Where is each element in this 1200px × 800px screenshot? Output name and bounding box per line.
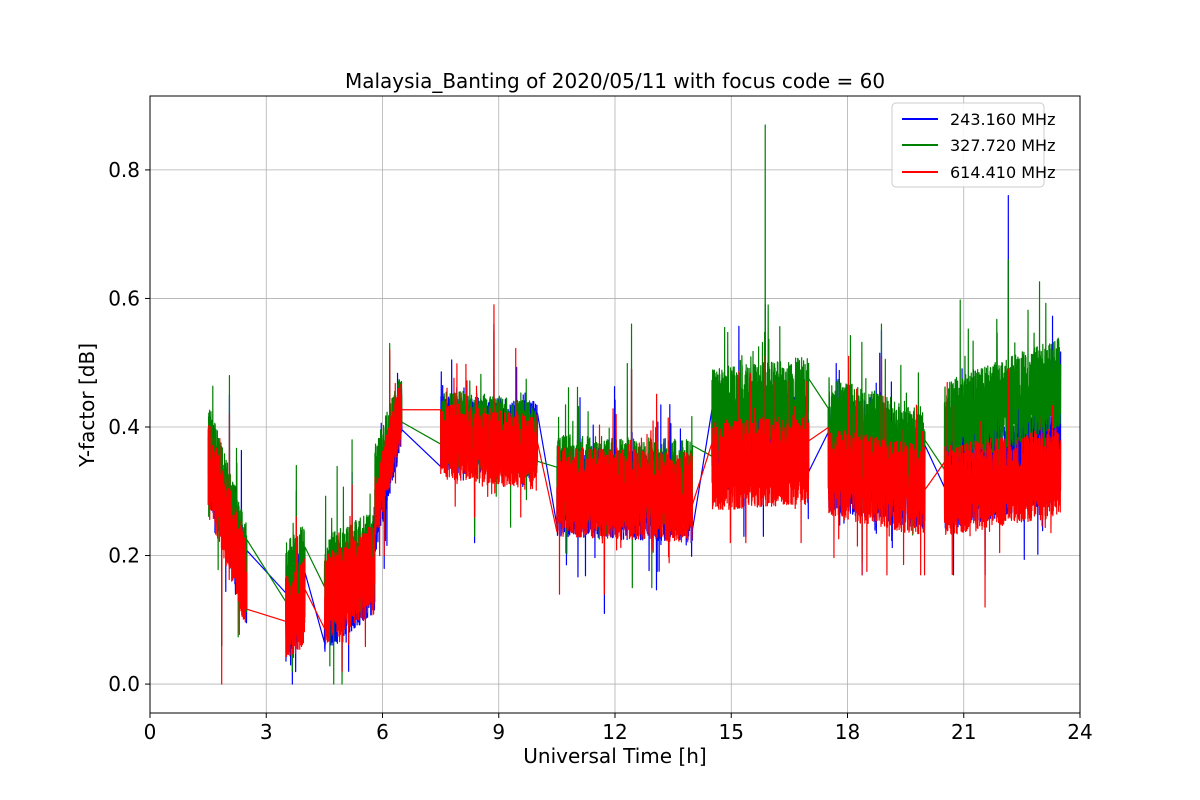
- y-tick-label: 0.8: [108, 158, 140, 182]
- x-tick-label: 9: [492, 720, 505, 744]
- axis-ticks: 0 3 6 9 12 15 18 21 24 0.0 0.2 0.4 0.6 0.8: [108, 158, 1093, 744]
- y-axis-label: Y-factor [dB]: [75, 343, 99, 468]
- x-tick-label: 24: [1067, 720, 1092, 744]
- x-tick-label: 18: [835, 720, 860, 744]
- legend-box: [891, 102, 1045, 188]
- legend-label-243: 243.160 MHz: [950, 110, 1055, 129]
- y-tick-label: 0.4: [108, 415, 140, 439]
- x-tick-label: 6: [376, 720, 389, 744]
- x-tick-label: 0: [144, 720, 157, 744]
- legend: 243.160 MHz 327.720 MHz 614.410 MHz: [891, 102, 1055, 188]
- x-tick-label: 12: [602, 720, 627, 744]
- y-tick-label: 0.6: [108, 286, 140, 310]
- series-line-2: [207, 304, 1062, 685]
- x-tick-label: 3: [260, 720, 273, 744]
- x-axis-label: Universal Time [h]: [523, 744, 706, 768]
- x-tick-label: 21: [951, 720, 976, 744]
- y-tick-label: 0.2: [108, 544, 140, 568]
- chart-title: Malaysia_Banting of 2020/05/11 with focu…: [345, 69, 885, 93]
- plot-series: [207, 124, 1062, 685]
- x-tick-label: 15: [719, 720, 744, 744]
- legend-label-327: 327.720 MHz: [950, 136, 1055, 155]
- y-tick-label: 0.0: [108, 672, 140, 696]
- legend-label-614: 614.410 MHz: [950, 163, 1055, 182]
